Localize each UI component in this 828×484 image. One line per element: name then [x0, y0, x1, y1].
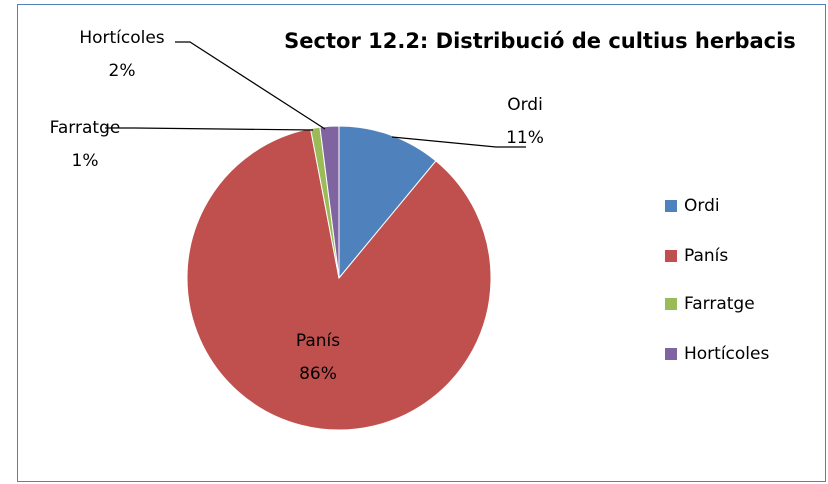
legend-swatch — [665, 250, 677, 262]
data-label-value: 86% — [299, 364, 337, 384]
legend-swatch — [665, 200, 677, 212]
leader-line — [391, 136, 526, 148]
legend-swatch — [665, 348, 677, 360]
data-label-value: 1% — [72, 151, 99, 171]
leader-line — [105, 127, 314, 131]
pie-slice — [186, 128, 492, 431]
legend-swatch — [665, 298, 677, 310]
legend-label: Farratge — [684, 294, 755, 314]
data-label-name: Panís — [296, 331, 340, 351]
data-label-value: 2% — [109, 61, 136, 81]
legend-label: Hortícoles — [684, 344, 769, 364]
legend-label: Ordi — [684, 196, 720, 216]
pie-slice — [338, 125, 437, 280]
legend-label: Panís — [684, 246, 728, 266]
data-label-value: 11% — [506, 128, 544, 148]
data-label-name: Hortícoles — [79, 28, 164, 48]
pie-slice — [319, 125, 340, 279]
leader-line — [175, 41, 326, 130]
data-label-name: Ordi — [507, 95, 543, 115]
data-label-name: Farratge — [50, 118, 121, 138]
chart-title: Sector 12.2: Distribució de cultius herb… — [284, 29, 796, 53]
